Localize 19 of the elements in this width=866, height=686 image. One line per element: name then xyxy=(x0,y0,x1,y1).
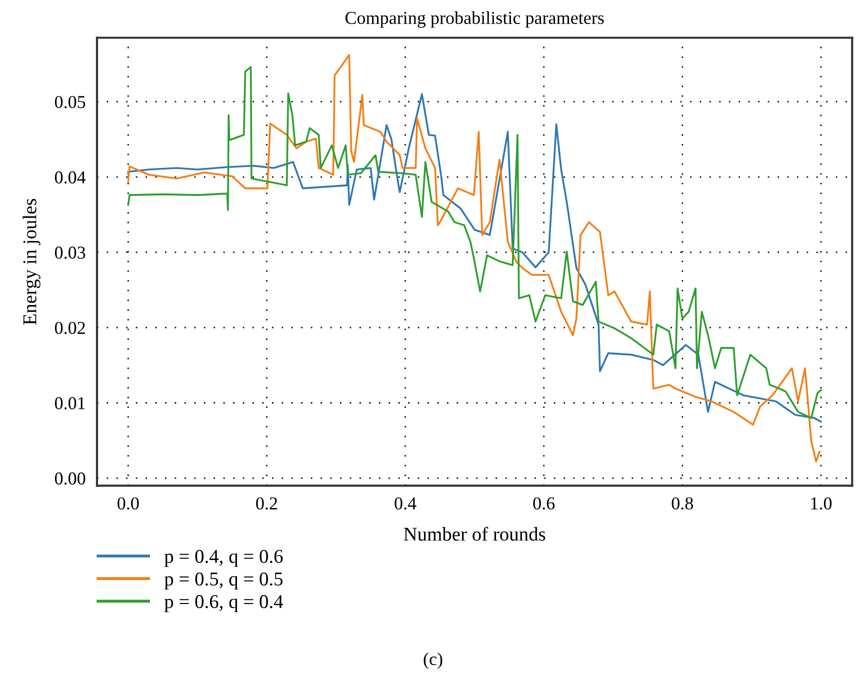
x-tick-label: 0.8 xyxy=(672,497,694,510)
legend-label: p = 0.4, q = 0.6 xyxy=(164,550,283,567)
y-tick-label: 0.03 xyxy=(54,246,86,259)
legend-label: p = 0.5, q = 0.5 xyxy=(164,572,283,590)
y-axis-title: Energy in joules xyxy=(22,198,40,325)
x-tick-label: 0.4 xyxy=(394,497,416,510)
y-tick-label: 0.01 xyxy=(54,397,85,410)
chart-title: Comparing probabilistic parameters xyxy=(345,11,604,28)
x-tick-label: 0.2 xyxy=(256,497,278,510)
text: (c) xyxy=(424,652,442,669)
y-tick-label: 0.02 xyxy=(54,322,85,334)
x-tick-label: 0.6 xyxy=(533,497,555,510)
x-tick-label: 0.0 xyxy=(118,497,139,510)
x-tick-label: 1.0 xyxy=(811,497,832,510)
legend-label: p = 0.6, q = 0.4 xyxy=(164,595,283,612)
y-tick-label: 0.05 xyxy=(54,96,86,108)
y-tick-label: 0.00 xyxy=(54,472,86,485)
x-axis-title: Number of rounds xyxy=(404,526,546,541)
y-tick-label: 0.04 xyxy=(54,171,86,184)
